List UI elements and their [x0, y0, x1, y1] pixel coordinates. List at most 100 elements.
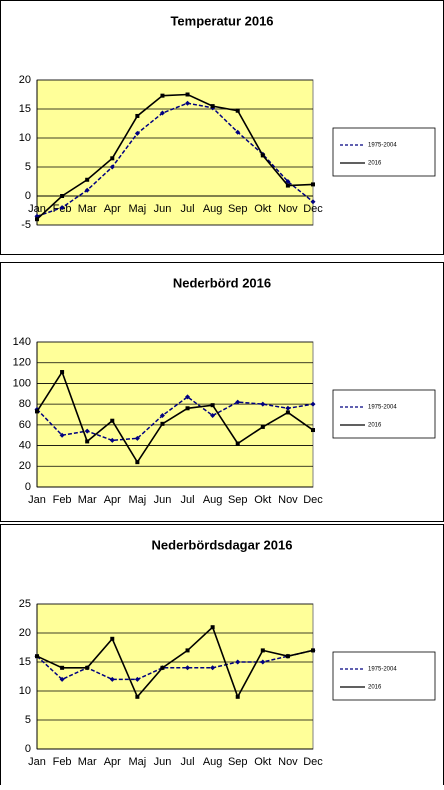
- x-tick-label: Aug: [203, 494, 223, 506]
- marker: [134, 435, 140, 441]
- series-line: [36, 370, 314, 464]
- x-tick-label: Jun: [154, 756, 172, 768]
- marker: [109, 164, 115, 170]
- chart-title: Nederbörd 2016: [173, 275, 271, 290]
- marker: [35, 654, 39, 659]
- marker: [185, 92, 190, 97]
- marker: [311, 428, 315, 433]
- legend-label: 1975-2004: [368, 667, 397, 673]
- marker: [109, 437, 115, 443]
- marker: [235, 399, 241, 405]
- marker: [85, 665, 90, 670]
- chart: Nederbördsdagar 2016 0 5 10 15 20 25 Jan Feb Mar A…: [0, 524, 444, 786]
- legend-box: [332, 651, 436, 701]
- marker: [310, 199, 316, 205]
- y-tick-label: 15: [19, 103, 31, 115]
- y-tick-label: 20: [19, 74, 31, 86]
- x-tick-label: Aug: [203, 756, 223, 768]
- x-tick-label: Jul: [181, 494, 195, 506]
- marker: [159, 110, 165, 116]
- marker: [59, 205, 65, 211]
- chart: Nederbörd 2016 0 20 40 60 80 100 120 140 Jan Feb Ma…: [0, 262, 444, 522]
- marker: [311, 648, 315, 653]
- marker: [185, 665, 191, 671]
- marker: [134, 130, 140, 136]
- y-tick-label: 140: [13, 336, 31, 348]
- marker: [110, 418, 115, 423]
- marker: [160, 665, 165, 670]
- marker: [235, 129, 241, 135]
- y-tick-label: 25: [19, 598, 31, 610]
- marker: [85, 439, 90, 444]
- x-tick-label: Feb: [53, 494, 72, 506]
- legend-label: 1975-2004: [368, 405, 397, 411]
- y-tick-label: 0: [25, 481, 31, 493]
- marker: [60, 370, 65, 375]
- y-tick-label: 20: [19, 460, 31, 472]
- x-tick-label: Jun: [154, 494, 172, 506]
- marker: [285, 179, 291, 184]
- x-tick-label: Jun: [154, 203, 172, 215]
- x-tick-label: Dec: [303, 203, 323, 215]
- marker: [185, 648, 190, 653]
- marker: [159, 413, 165, 419]
- marker: [285, 183, 290, 188]
- marker: [260, 153, 265, 158]
- x-tick-label: Mar: [78, 494, 97, 506]
- x-tick-label: Apr: [104, 756, 121, 768]
- x-tick-label: Maj: [128, 203, 146, 215]
- x-tick-label: Nov: [278, 494, 298, 506]
- x-tick-label: Dec: [303, 494, 323, 506]
- x-tick-label: Sep: [228, 494, 248, 506]
- marker: [135, 460, 140, 465]
- plot-area: [36, 79, 314, 226]
- y-tick-label: 0: [25, 190, 31, 202]
- y-tick-label: 15: [19, 656, 31, 668]
- marker: [235, 694, 240, 699]
- marker: [235, 659, 241, 665]
- marker: [160, 421, 165, 426]
- legend-label: 2016: [368, 161, 382, 167]
- marker: [60, 665, 65, 670]
- marker: [84, 428, 90, 434]
- marker: [210, 403, 215, 408]
- x-tick-label: Apr: [104, 203, 121, 215]
- x-tick-label: Mar: [78, 756, 97, 768]
- marker: [310, 401, 316, 407]
- y-tick-label: 100: [13, 377, 31, 389]
- marker: [84, 187, 90, 193]
- marker: [311, 182, 315, 187]
- marker: [210, 413, 216, 419]
- x-tick-label: Mar: [78, 203, 97, 215]
- y-tick-label: 10: [19, 132, 31, 144]
- chart: Temperatur 2016-505101520JanFebMarAprMaj…: [0, 0, 444, 255]
- marker: [260, 401, 266, 407]
- marker: [134, 676, 140, 682]
- x-tick-label: Okt: [254, 494, 271, 506]
- series-line: [36, 649, 314, 681]
- y-tick-label: 40: [19, 439, 31, 451]
- x-tick-label: Maj: [128, 494, 146, 506]
- marker: [260, 659, 266, 665]
- x-tick-label: Feb: [53, 756, 72, 768]
- x-tick-label: Okt: [254, 203, 271, 215]
- x-tick-label: Nov: [278, 756, 298, 768]
- legend-label: 2016: [368, 423, 382, 429]
- chart-title: Temperatur 2016: [170, 13, 273, 28]
- x-tick-label: Apr: [104, 494, 121, 506]
- marker: [35, 217, 39, 222]
- marker: [110, 156, 115, 161]
- x-tick-label: Maj: [128, 756, 146, 768]
- y-tick-label: 120: [13, 357, 31, 369]
- marker: [135, 694, 140, 699]
- x-tick-label: Jan: [28, 494, 46, 506]
- x-tick-label: Dec: [303, 756, 323, 768]
- x-tick-label: Jul: [181, 203, 195, 215]
- x-tick-label: Sep: [228, 203, 248, 215]
- plot-area: [36, 341, 314, 488]
- plot-area: [36, 603, 314, 750]
- y-tick-label: -5: [21, 219, 31, 231]
- marker: [59, 676, 65, 682]
- x-tick-label: Aug: [203, 203, 223, 215]
- marker: [235, 441, 240, 446]
